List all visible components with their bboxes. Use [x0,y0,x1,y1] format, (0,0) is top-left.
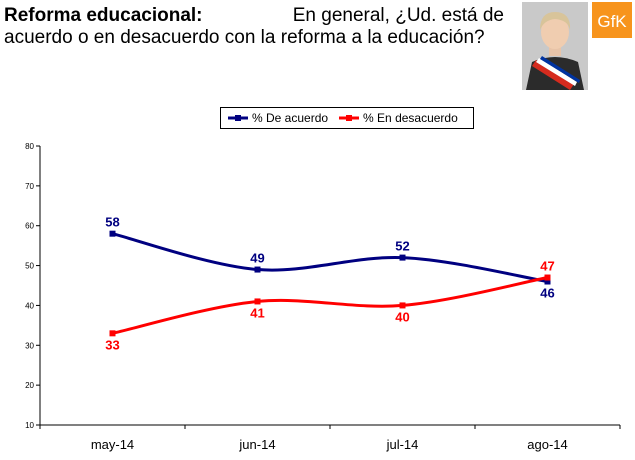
y-tick-label: 40 [25,301,34,310]
data-label-en-desacuerdo: 33 [105,337,119,352]
data-label-en-desacuerdo: 41 [250,305,264,320]
legend-item-de-acuerdo: % De acuerdo [227,111,328,125]
data-label-de-acuerdo: 52 [395,239,409,254]
gfk-logo: GfK [592,2,632,38]
y-tick-label: 70 [25,182,34,191]
series-line-en-desacuerdo [112,276,548,335]
data-label-en-desacuerdo: 40 [395,309,409,324]
headline: Reforma educacional: En general, ¿Ud. es… [4,5,504,49]
y-tick-label: 60 [25,222,34,231]
legend-label-en-desacuerdo: % En desacuerdo [363,111,458,125]
data-point-en-desacuerdo [399,302,406,309]
data-point-de-acuerdo [254,266,261,273]
y-tick-label: 50 [25,262,34,271]
headline-question-part2: acuerdo o en desacuerdo con la reforma a… [4,27,485,48]
data-label-en-desacuerdo: 47 [540,259,554,274]
legend-item-en-desacuerdo: % En desacuerdo [338,111,458,125]
data-label-de-acuerdo: 58 [105,215,119,230]
legend-swatch-en-desacuerdo [339,115,360,121]
x-tick-label: ago-14 [527,437,567,452]
gfk-logo-text: GfK [597,12,627,31]
y-tick-label: 80 [25,142,34,151]
data-point-de-acuerdo [544,278,551,285]
legend-label-de-acuerdo: % De acuerdo [252,111,329,125]
y-tick-label: 30 [25,341,34,350]
x-tick-label: jul-14 [386,437,419,452]
data-point-en-desacuerdo [254,298,261,305]
data-point-en-desacuerdo [544,274,551,281]
headline-question-part1: En general, ¿Ud. está de [292,5,504,26]
data-point-de-acuerdo [109,230,116,237]
data-point-en-desacuerdo [109,330,116,337]
chart-legend: % De acuerdo % En desacuerdo [220,107,474,129]
data-label-de-acuerdo: 49 [250,251,264,266]
gfk-logo-background [592,2,632,38]
president-portrait [522,2,588,90]
headline-title: Reforma educacional: [4,5,203,26]
data-point-de-acuerdo [399,254,406,261]
y-tick-label: 20 [25,381,34,390]
x-tick-label: jun-14 [238,437,275,452]
data-label-de-acuerdo: 46 [540,286,554,301]
y-tick-label: 10 [25,421,34,430]
series-line-de-acuerdo [112,232,548,283]
legend-swatch-de-acuerdo [228,115,248,121]
x-tick-label: may-14 [91,437,134,452]
